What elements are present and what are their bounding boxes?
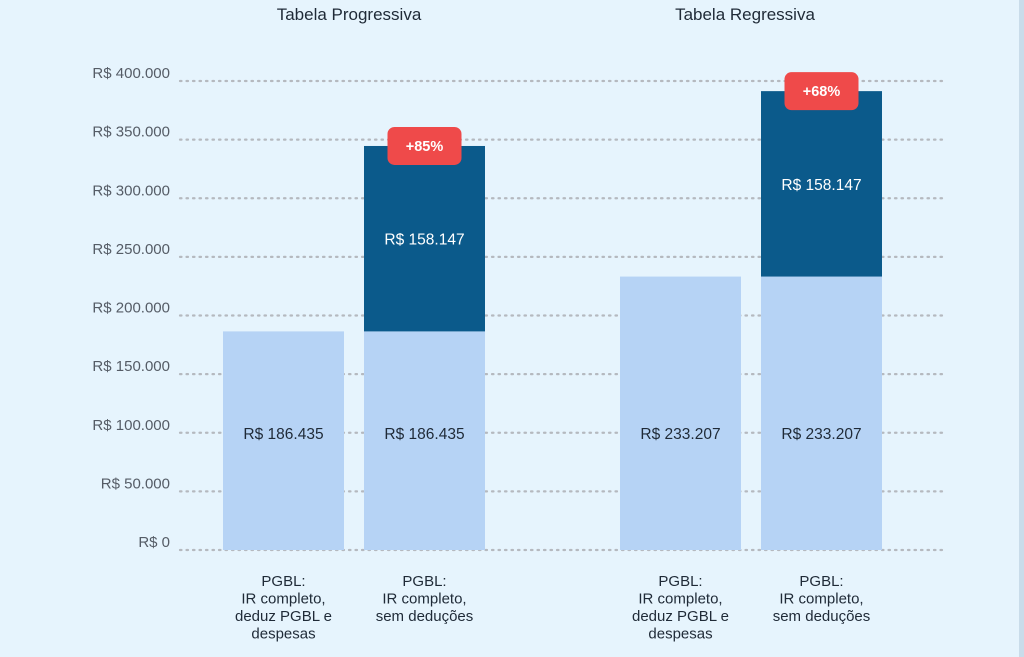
- bar-value-label: R$ 233.207: [640, 426, 720, 443]
- x-category-label-line: deduz PGBL e: [235, 608, 332, 625]
- group-title: Tabela Regressiva: [675, 5, 815, 24]
- x-category-label-line: PGBL:: [261, 573, 305, 590]
- bar-value-label: R$ 186.435: [243, 426, 323, 443]
- y-tick-label: R$ 300.000: [92, 182, 170, 199]
- bar-value-label: R$ 158.147: [384, 232, 464, 249]
- increase-badge: [387, 126, 462, 165]
- x-category-label-line: despesas: [648, 626, 712, 643]
- y-tick-label: R$ 150.000: [92, 358, 170, 375]
- bar-value-label: R$ 233.207: [781, 426, 861, 443]
- bar-segment-base: [223, 331, 344, 550]
- x-category-label-line: IR completo,: [382, 591, 466, 608]
- y-tick-label: R$ 250.000: [92, 241, 170, 258]
- bar-segment-base: [364, 331, 485, 550]
- x-category-label-line: sem deduções: [376, 608, 474, 625]
- x-category-label-line: sem deduções: [773, 608, 871, 625]
- increase-badge-label: +68%: [803, 84, 841, 100]
- bar-value-label: R$ 186.435: [384, 426, 464, 443]
- x-category-label-line: IR completo,: [241, 591, 325, 608]
- bar-segment-increment: [761, 91, 882, 277]
- x-category-label-line: PGBL:: [402, 573, 446, 590]
- y-tick-label: R$ 0: [138, 534, 170, 551]
- x-category-label-line: IR completo,: [779, 591, 863, 608]
- bar-segment-base: [761, 276, 882, 550]
- increase-badge-label: +85%: [406, 139, 444, 155]
- bar-segment-increment: [364, 145, 485, 332]
- x-category-label-line: PGBL:: [799, 573, 843, 590]
- x-category-label-line: IR completo,: [638, 591, 722, 608]
- x-category-label-line: deduz PGBL e: [632, 608, 729, 625]
- group-title: Tabela Progressiva: [277, 5, 422, 24]
- y-tick-label: R$ 400.000: [92, 65, 170, 82]
- y-tick-label: R$ 100.000: [92, 417, 170, 434]
- y-tick-label: R$ 50.000: [101, 475, 170, 492]
- increase-badge: [784, 72, 859, 111]
- bar-value-label: R$ 158.147: [781, 177, 861, 194]
- x-category-label-line: despesas: [251, 626, 315, 643]
- x-category-label-line: PGBL:: [658, 573, 702, 590]
- y-tick-label: R$ 200.000: [92, 300, 170, 317]
- bar-segment-base: [620, 276, 741, 550]
- y-tick-label: R$ 350.000: [92, 124, 170, 141]
- right-edge-border: [1019, 0, 1024, 657]
